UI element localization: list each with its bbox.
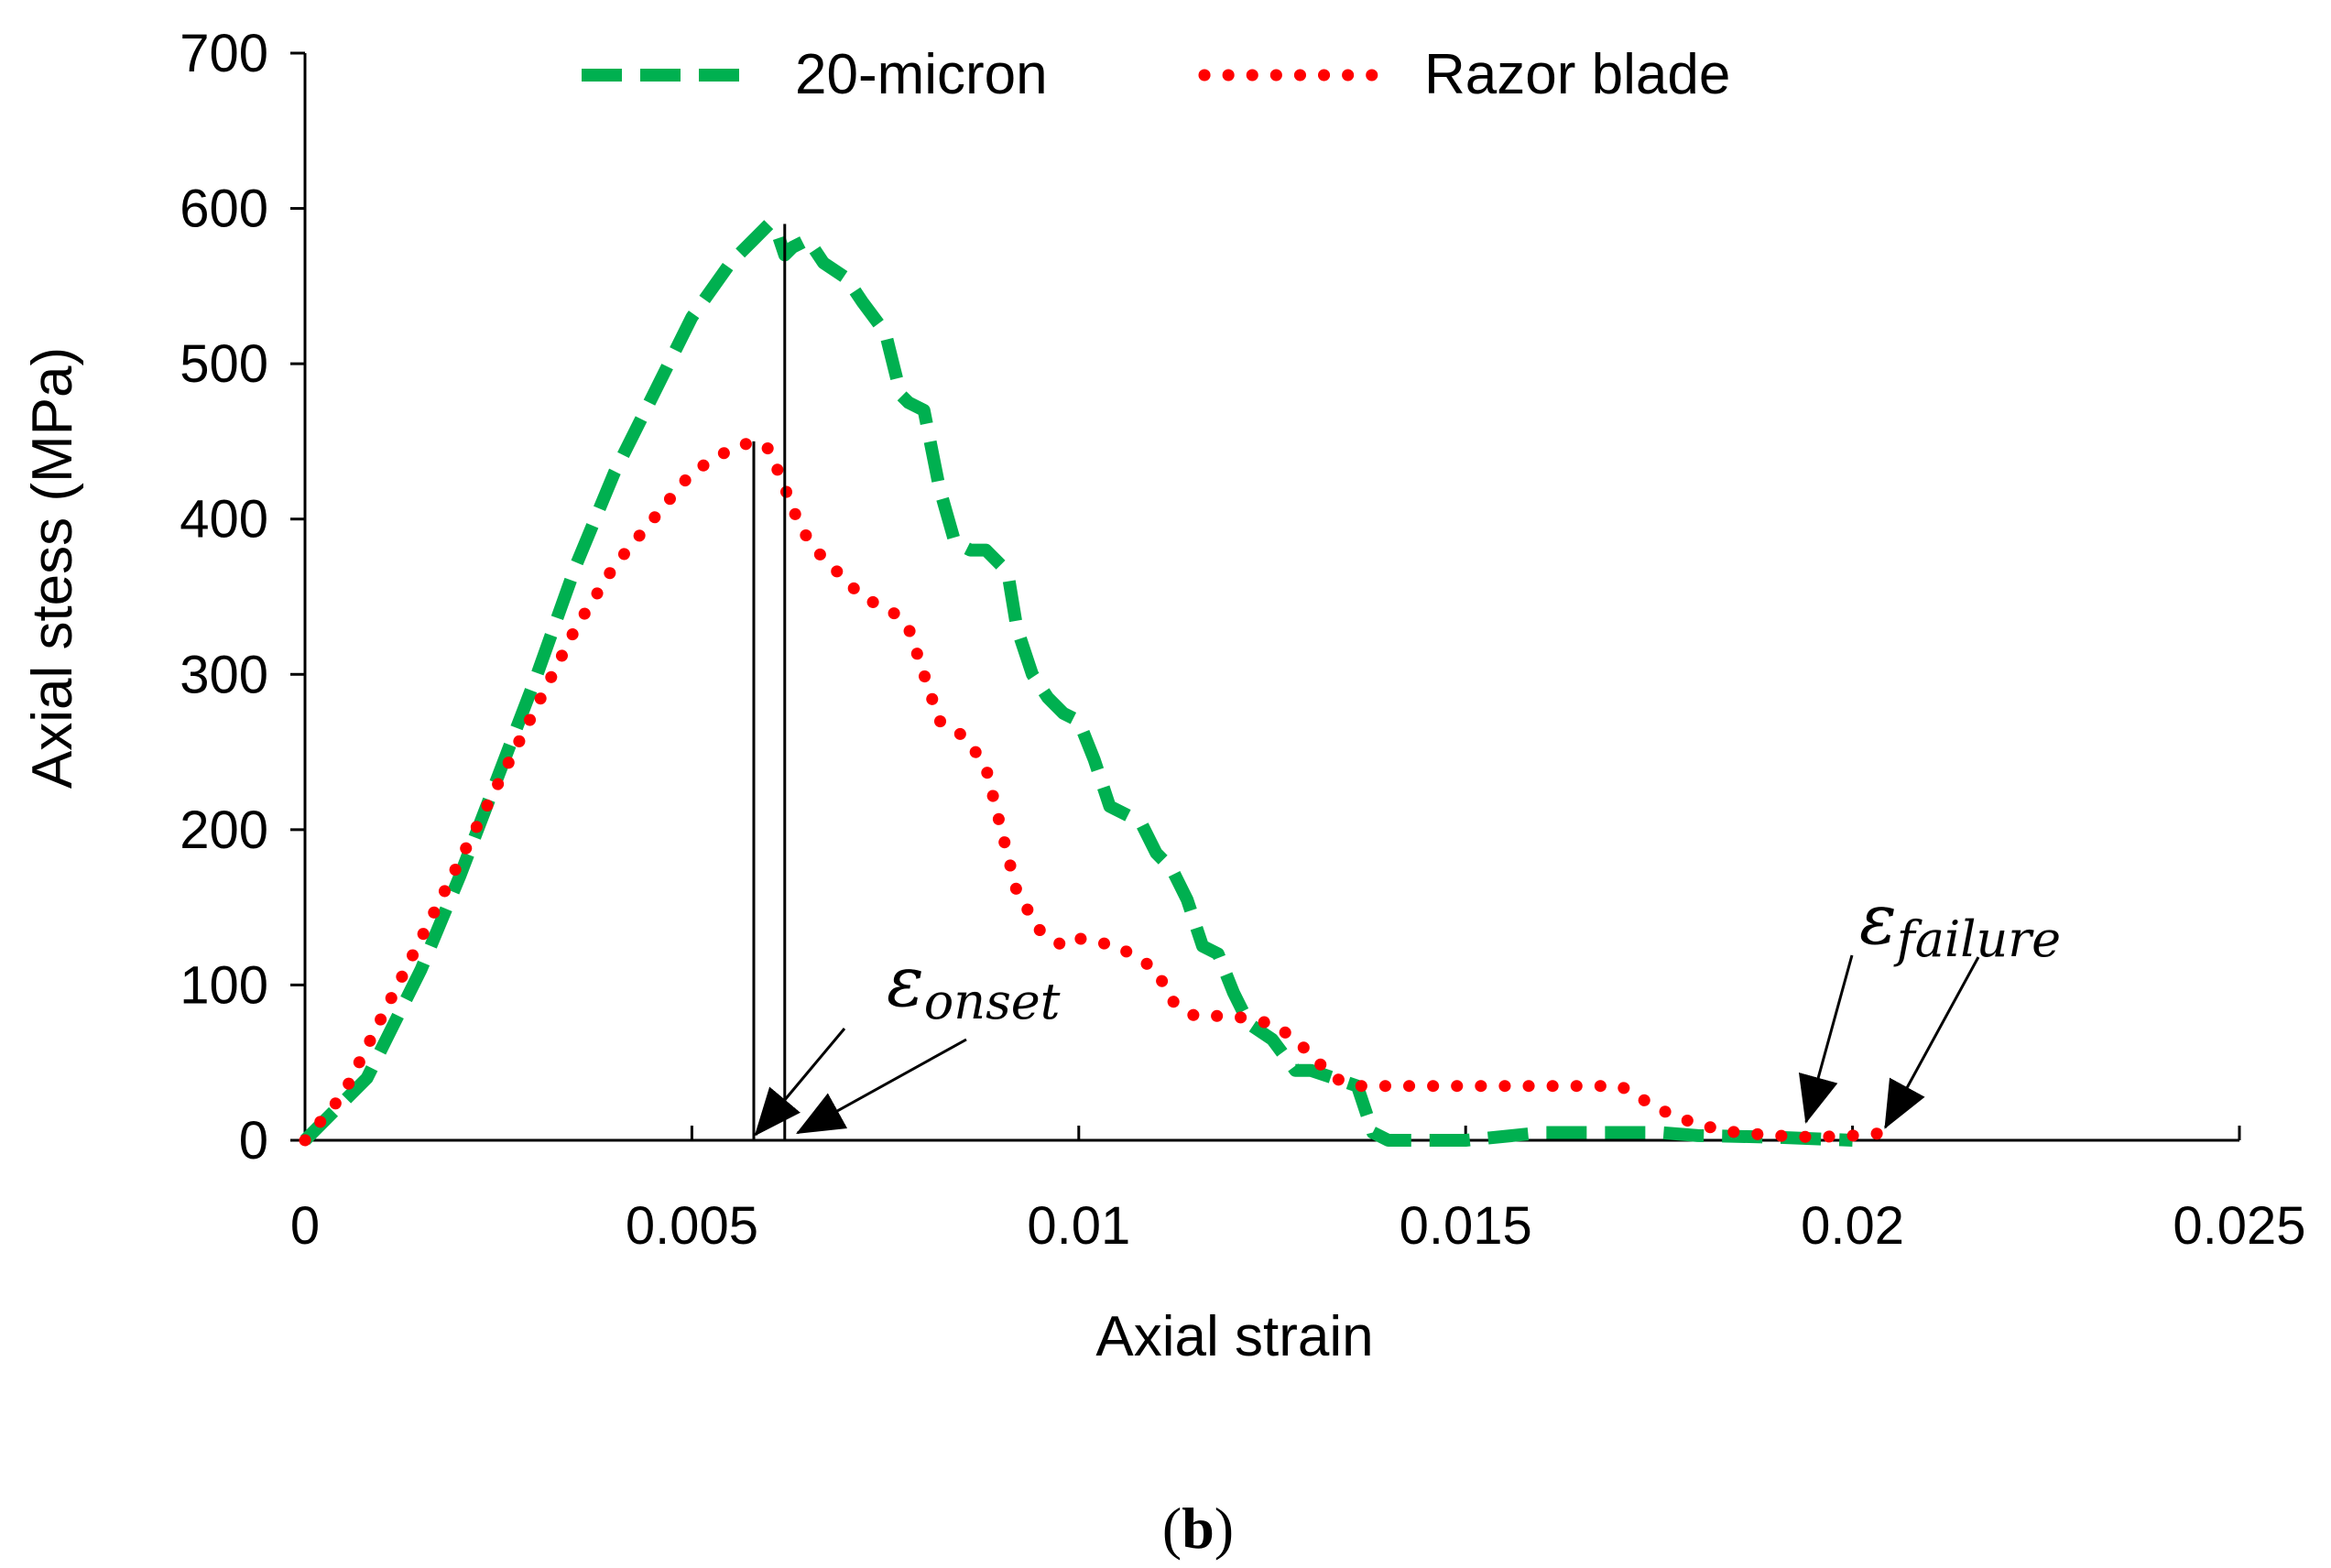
failure-annotation-label: εfailure: [1859, 878, 2061, 968]
x-tick-label: 0.005: [626, 1196, 758, 1256]
x-tick-label: 0: [290, 1196, 320, 1256]
panel-label: (b): [1162, 1496, 1234, 1561]
y-axis-title: Axial stess (MPa): [21, 347, 84, 789]
failure-arrow-2: [1884, 956, 1980, 1129]
series-line-20-micron: [300, 217, 1853, 1147]
y-tick-label: 200: [180, 800, 268, 860]
x-tick-label: 0.015: [1400, 1196, 1532, 1256]
axes: 0 100 200 300 400 500 600 700 0 0.005 0.01 0.015 0.0…: [180, 24, 2305, 1256]
y-tick-label: 500: [180, 334, 268, 394]
onset-arrow-2: [796, 1038, 967, 1135]
y-tick-label: 0: [239, 1111, 268, 1171]
y-tick-label: 300: [180, 645, 268, 704]
y-tick-label: 400: [180, 490, 268, 550]
failure-arrow-1: [1798, 954, 1854, 1124]
legend-label-20-micron: 20-micron: [795, 43, 1048, 106]
panel-label-letter: b: [1182, 1496, 1215, 1561]
x-axis-title: Axial strain: [1095, 1305, 1373, 1368]
y-tick-label: 700: [180, 24, 268, 83]
legend: 20-micron Razor blade: [582, 43, 1730, 106]
x-tick-label: 0.02: [1801, 1196, 1904, 1256]
onset-annotation-label: εonset: [887, 941, 1061, 1030]
x-tick-label: 0.01: [1027, 1196, 1130, 1256]
series-layer: [299, 217, 1898, 1147]
y-tick-label: 600: [180, 180, 268, 239]
y-tick-label: 100: [180, 955, 268, 1015]
onset-arrow-1: [754, 1028, 846, 1137]
series-line-razor-blade: [299, 435, 1898, 1147]
x-tick-label: 0.025: [2173, 1196, 2305, 1256]
annotation-layer: [752, 223, 1980, 1140]
legend-label-razor-blade: Razor blade: [1424, 43, 1730, 106]
